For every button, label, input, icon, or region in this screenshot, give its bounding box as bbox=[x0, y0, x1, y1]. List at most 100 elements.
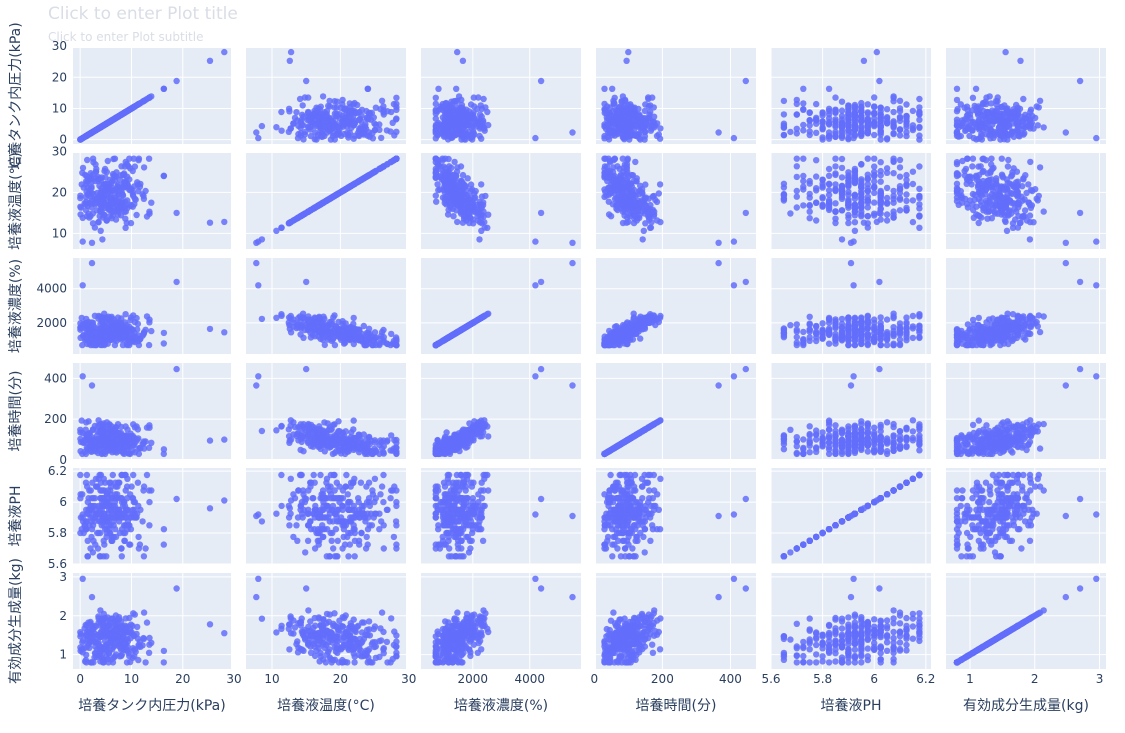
data-point bbox=[838, 174, 846, 181]
data-point bbox=[466, 108, 473, 115]
data-point bbox=[137, 180, 144, 188]
data-point bbox=[338, 132, 345, 139]
data-point bbox=[651, 124, 658, 131]
data-point bbox=[851, 331, 859, 339]
data-point bbox=[964, 124, 971, 131]
data-point bbox=[607, 159, 614, 166]
data-point bbox=[793, 204, 800, 211]
data-point bbox=[103, 180, 111, 187]
data-point bbox=[433, 198, 440, 205]
data-point bbox=[286, 108, 293, 115]
data-point bbox=[140, 164, 148, 171]
data-point bbox=[896, 156, 904, 164]
data-point bbox=[787, 322, 794, 329]
data-point bbox=[372, 167, 379, 175]
data-point bbox=[793, 163, 800, 170]
data-point bbox=[813, 329, 820, 337]
data-point bbox=[883, 332, 891, 339]
data-point bbox=[435, 186, 442, 194]
data-point bbox=[787, 210, 794, 217]
data-point bbox=[964, 175, 971, 182]
plot-subtitle-placeholder[interactable]: Click to enter Plot subtitle bbox=[48, 30, 204, 44]
data-point bbox=[780, 191, 788, 198]
data-point bbox=[860, 219, 868, 226]
data-point bbox=[146, 208, 153, 215]
data-point bbox=[633, 217, 641, 224]
data-point bbox=[432, 100, 439, 108]
data-point bbox=[916, 212, 923, 220]
data-point bbox=[793, 321, 800, 328]
data-point bbox=[871, 199, 878, 206]
data-point bbox=[975, 108, 982, 115]
data-point bbox=[439, 124, 446, 131]
data-point bbox=[601, 155, 608, 162]
data-point bbox=[742, 278, 749, 286]
data-point bbox=[347, 113, 354, 121]
data-point bbox=[105, 188, 112, 195]
data-point bbox=[973, 176, 981, 184]
data-point bbox=[1021, 207, 1029, 214]
data-point bbox=[647, 108, 654, 116]
data-point bbox=[330, 124, 337, 131]
data-point bbox=[605, 333, 612, 340]
data-point bbox=[472, 123, 479, 130]
data-point bbox=[476, 236, 483, 243]
data-point bbox=[319, 133, 326, 141]
data-point bbox=[104, 157, 112, 165]
data-point bbox=[122, 224, 129, 231]
data-point bbox=[1076, 77, 1084, 85]
data-point bbox=[139, 191, 146, 198]
data-point bbox=[806, 109, 813, 116]
data-point bbox=[806, 208, 813, 215]
data-point bbox=[303, 209, 310, 217]
data-point bbox=[890, 124, 897, 131]
data-point bbox=[79, 214, 86, 221]
data-point bbox=[991, 210, 999, 217]
data-point bbox=[459, 325, 467, 333]
data-point bbox=[135, 155, 143, 162]
data-point bbox=[96, 175, 104, 182]
data-point bbox=[135, 341, 143, 349]
data-point bbox=[806, 202, 813, 210]
data-point bbox=[916, 124, 923, 131]
data-point bbox=[1040, 208, 1047, 215]
data-point bbox=[255, 282, 262, 289]
data-point bbox=[393, 100, 400, 108]
data-point bbox=[858, 127, 865, 134]
data-point bbox=[890, 313, 897, 320]
data-point bbox=[838, 155, 846, 163]
data-point bbox=[85, 175, 92, 182]
data-point bbox=[173, 77, 180, 85]
data-point bbox=[653, 132, 661, 140]
data-point bbox=[206, 325, 214, 333]
data-point bbox=[806, 326, 813, 333]
data-point bbox=[480, 124, 487, 131]
data-point bbox=[475, 217, 482, 224]
data-point bbox=[532, 134, 539, 142]
data-point bbox=[360, 337, 367, 345]
data-point bbox=[625, 202, 632, 209]
data-point bbox=[307, 112, 314, 120]
data-point bbox=[393, 155, 400, 162]
data-point bbox=[832, 94, 839, 101]
scatter-points bbox=[601, 48, 749, 143]
data-point bbox=[1026, 236, 1034, 243]
data-point bbox=[832, 170, 839, 177]
data-point bbox=[953, 159, 961, 166]
data-point bbox=[850, 134, 857, 142]
data-point bbox=[649, 319, 656, 326]
data-point bbox=[858, 117, 865, 124]
data-point bbox=[388, 108, 395, 116]
data-point bbox=[532, 282, 539, 289]
data-point bbox=[319, 320, 326, 327]
data-point bbox=[604, 121, 612, 129]
data-point bbox=[800, 328, 807, 336]
data-point bbox=[96, 193, 103, 200]
data-point bbox=[860, 57, 868, 64]
plot-title-placeholder[interactable]: Click to enter Plot title bbox=[48, 4, 238, 24]
data-point bbox=[877, 121, 884, 129]
data-point bbox=[462, 207, 469, 214]
data-point bbox=[793, 173, 800, 181]
data-point bbox=[462, 183, 470, 190]
data-point bbox=[475, 94, 482, 101]
